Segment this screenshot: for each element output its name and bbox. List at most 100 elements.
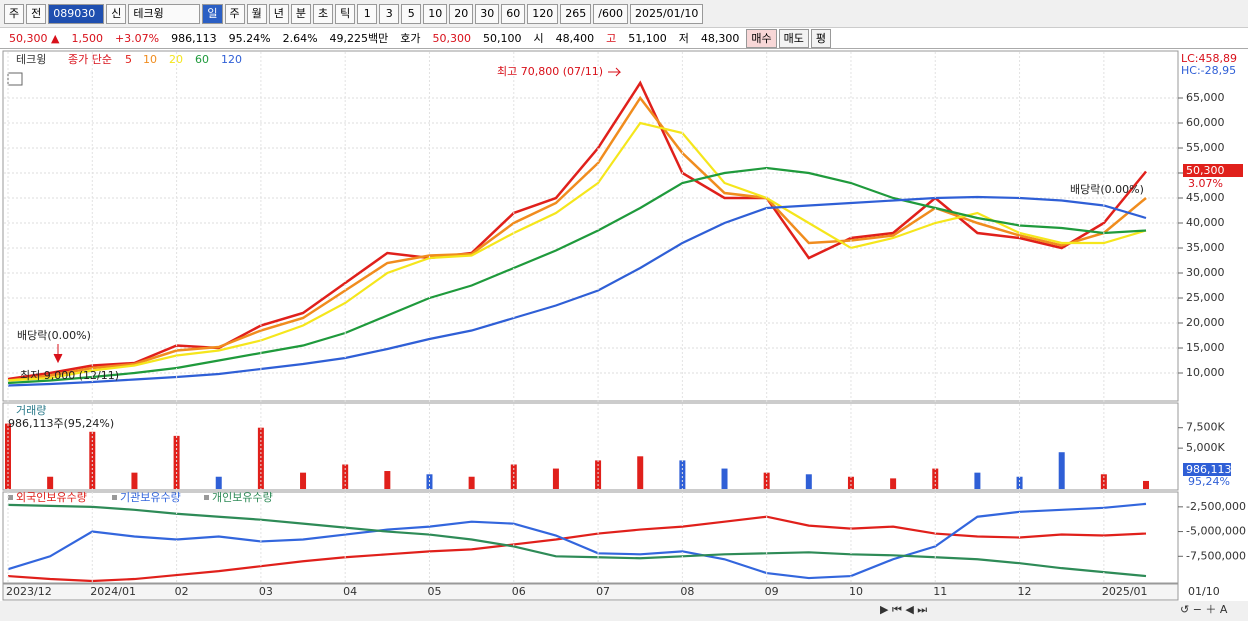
toolbar-item[interactable]: 초 — [313, 3, 334, 24]
lc-label: LC:458,89 — [1181, 52, 1237, 65]
toolbar-item[interactable]: /600 — [593, 3, 628, 24]
zoom-icons[interactable]: ↺ − ＋ A — [1180, 603, 1228, 616]
quote-item: 호가 — [400, 32, 421, 45]
price-panel — [2, 50, 1179, 402]
x-tick-label: 09 — [765, 585, 779, 598]
y-tick-label: 7,500K — [1186, 421, 1225, 434]
legend-entry: 기관보유수량 — [120, 491, 181, 504]
y-tick-label: -7,500,000 — [1186, 549, 1246, 562]
volume-bar — [637, 456, 644, 489]
x-tick-label: 05 — [427, 585, 441, 598]
price-tag — [1183, 164, 1243, 177]
series-line — [7, 95, 1147, 382]
volume-bar — [468, 476, 475, 489]
volume-bar — [257, 427, 264, 489]
volume-tag-label: 986,113 — [1186, 463, 1232, 476]
y-tick-label: 30,000 — [1186, 266, 1225, 279]
toolbar-item[interactable]: 1 — [357, 3, 378, 24]
volume-bar — [890, 478, 897, 489]
volume-bar — [847, 476, 854, 489]
x-end-label: 01/10 — [1188, 585, 1220, 598]
table-icon[interactable] — [7, 72, 23, 86]
volume-bar — [47, 476, 54, 489]
quote-item: 저 — [678, 32, 689, 45]
toolbar-item[interactable]: 주 — [224, 3, 245, 24]
toolbar-item[interactable]: 3 — [379, 3, 400, 24]
volume-bar — [679, 460, 686, 489]
price-tag-label: 50,300 — [1186, 164, 1225, 177]
x-tick-label: 10 — [849, 585, 863, 598]
x-tick-label: 08 — [680, 585, 694, 598]
x-axis-strip — [2, 583, 1179, 601]
quote-item: 49,225백만 — [329, 32, 389, 45]
volume-bar — [1016, 476, 1023, 489]
toolbar-item[interactable]: 테크윙 — [128, 3, 201, 24]
toolbar-item[interactable]: 5 — [401, 3, 422, 24]
volume-bar — [1058, 452, 1065, 489]
legend-entry: 10 — [143, 53, 157, 66]
quote-button[interactable]: 평 — [810, 28, 832, 48]
y-tick-label: 45,000 — [1186, 191, 1225, 204]
toolbar-item[interactable]: 265 — [560, 3, 592, 24]
quote-button[interactable]: 매도 — [778, 28, 809, 48]
volume-bar — [805, 474, 812, 489]
y-tick-label: -5,000,000 — [1186, 525, 1246, 538]
quote-item: 51,100 — [628, 31, 667, 45]
toolbar-item[interactable]: 10 — [423, 3, 448, 24]
legend-swatch — [204, 495, 209, 500]
toolbar-item[interactable]: 전 — [26, 3, 47, 24]
volume-bar — [131, 472, 138, 489]
chart-title: 테크윙 — [16, 53, 46, 66]
price-change: 3.07% — [1188, 177, 1223, 190]
toolbar-item[interactable]: 2025/01/10 — [629, 3, 704, 24]
volume-tag — [1183, 463, 1231, 476]
volume-bar — [552, 468, 559, 489]
toolbar-item[interactable]: 틱 — [335, 3, 356, 24]
toolbar-item[interactable]: 년 — [268, 3, 289, 24]
y-tick-label: 60,000 — [1186, 116, 1225, 129]
x-tick-label: 11 — [933, 585, 947, 598]
quote-item: 1,500 — [71, 31, 103, 45]
quote-item: 고 — [606, 32, 617, 45]
nav-icons[interactable]: ▶ ⏮ ◀ ⏭ — [880, 603, 927, 616]
quote-item: 50,300 — [432, 31, 472, 45]
legend-entry: 5 — [125, 53, 132, 66]
toolbar-item[interactable]: 일 — [202, 3, 223, 24]
series-line — [7, 503, 1147, 578]
y-tick-label: -2,500,000 — [1186, 500, 1246, 513]
y-tick-label: 55,000 — [1186, 141, 1225, 154]
toolbar-item[interactable]: 신 — [106, 3, 127, 24]
legend-entry: 20 — [169, 53, 183, 66]
x-tick-label: 06 — [512, 585, 526, 598]
toolbar-item[interactable]: 30 — [475, 3, 500, 24]
legend-entry: 개인보유수량 — [212, 491, 273, 504]
toolbar-item[interactable]: 089030 — [48, 3, 105, 24]
series-line — [7, 502, 1147, 580]
toolbar-item[interactable]: 120 — [527, 3, 559, 24]
y-tick-label: 35,000 — [1186, 241, 1225, 254]
series-line — [7, 166, 1147, 385]
toolbar-item[interactable]: 월 — [246, 3, 267, 24]
quote-item: 시 — [533, 32, 544, 45]
toolbar: 주 전 089030 신 테크윙 일 주 월 년 분 초 틱 1 3 5 10 20 30 60 120 265/600… — [0, 0, 1248, 28]
toolbar-item[interactable]: 주 — [4, 3, 25, 24]
toolbar-item[interactable]: 60 — [501, 3, 526, 24]
toolbar-item[interactable]: 분 — [290, 3, 311, 24]
series-line — [7, 121, 1147, 382]
quote-button[interactable]: 매수 — [746, 28, 777, 48]
x-tick-label: 03 — [259, 585, 273, 598]
y-tick-label: 20,000 — [1186, 316, 1225, 329]
volume-bar — [1143, 480, 1149, 489]
quote-item: 48,400 — [555, 31, 595, 45]
panel-title: 거래량 — [16, 404, 46, 417]
panel-subtitle: 986,113주(95,24%) — [8, 417, 114, 430]
annotation-arrow — [608, 67, 622, 77]
series-line — [7, 80, 1147, 381]
legend-entry: 120 — [221, 53, 242, 66]
volume-ratio: 95,24% — [1188, 475, 1230, 488]
x-tick-label: 02 — [175, 585, 189, 598]
volume-bar — [595, 460, 602, 489]
toolbar-item[interactable]: 20 — [449, 3, 474, 24]
volume-bar — [300, 472, 307, 489]
